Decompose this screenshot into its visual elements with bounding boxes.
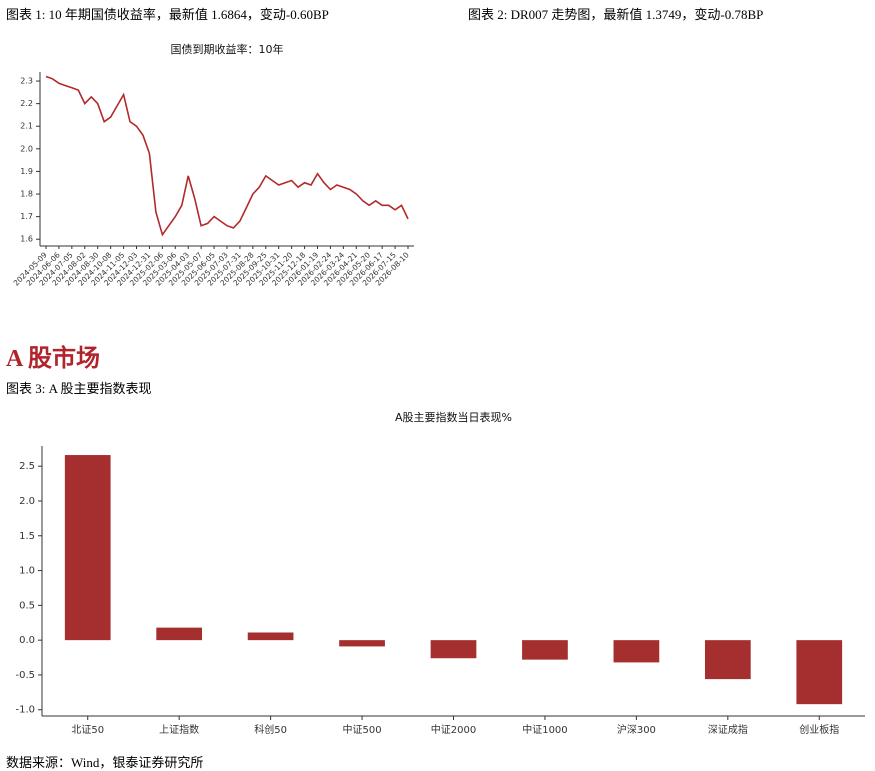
x-tick-label: 深证成指 <box>708 723 748 736</box>
chart-title: A股主要指数当日表现% <box>395 410 512 424</box>
bar <box>522 640 568 660</box>
x-tick-label: 上证指数 <box>159 723 199 736</box>
line-series <box>45 75 409 237</box>
y-tick-label: 1.6 <box>20 235 33 244</box>
x-tick-label: 中证2000 <box>431 723 476 736</box>
figure-caption: 图表 2: DR007 走势图，最新值 1.3749，变动-0.78BP <box>468 7 764 22</box>
y-tick-label: 0.5 <box>19 600 35 611</box>
x-tick-label: 中证500 <box>343 723 382 736</box>
y-tick-label: 0.0 <box>19 635 35 646</box>
bar <box>64 455 111 641</box>
bar <box>156 627 203 641</box>
y-tick-label: 1.9 <box>20 167 33 176</box>
y-tick-label: 2.0 <box>19 496 35 507</box>
y-tick-label: -0.5 <box>15 670 35 681</box>
x-tick-label: 沪深300 <box>617 723 656 736</box>
x-tick-label: 创业板指 <box>799 723 839 736</box>
y-tick-label: 2.0 <box>20 144 33 153</box>
figure-caption: 图表 3: A 股主要指数表现 <box>6 381 152 396</box>
bar <box>430 640 477 659</box>
chart: 7天质押式回购加权利率 DR0071.41.61.82.02.22024-05-… <box>874 250 875 287</box>
y-tick-label: 2.5 <box>19 461 35 472</box>
section-title: A 股市场 <box>6 346 101 372</box>
x-tick-label: 中证1000 <box>522 723 567 736</box>
y-tick-label: 1.7 <box>20 212 33 221</box>
y-tick-label: 1.5 <box>19 531 35 542</box>
chart: A股主要指数当日表现% -1.0 -0.5 0.0 0.5 1.0 1.5 2.0 2.5 北证5… <box>15 410 865 736</box>
figure-caption: 图表 1: 10 年期国债收益率，最新值 1.6864，变动-0.60BP <box>6 7 329 22</box>
source-note: 数据来源：Wind，银泰证券研究所 <box>6 755 204 770</box>
y-tick-label: -1.0 <box>15 705 35 716</box>
chart-title: 国债到期收益率：10年 <box>171 42 284 56</box>
y-tick-label: 2.2 <box>20 99 33 108</box>
y-tick-label: 1.8 <box>20 190 33 199</box>
bar <box>704 640 751 680</box>
y-tick-label: 2.3 <box>20 77 33 86</box>
bar <box>613 640 660 663</box>
x-tick-label: 科创50 <box>254 723 287 736</box>
bar <box>247 632 294 641</box>
y-tick-label: 1.0 <box>19 566 35 577</box>
bar <box>339 640 385 647</box>
y-tick-label: 2.1 <box>20 122 33 131</box>
bar <box>796 640 843 705</box>
chart: 国债到期收益率：10年1.61.71.81.92.02.12.22.32024-… <box>12 42 414 288</box>
x-tick-label: 北证50 <box>71 724 104 736</box>
